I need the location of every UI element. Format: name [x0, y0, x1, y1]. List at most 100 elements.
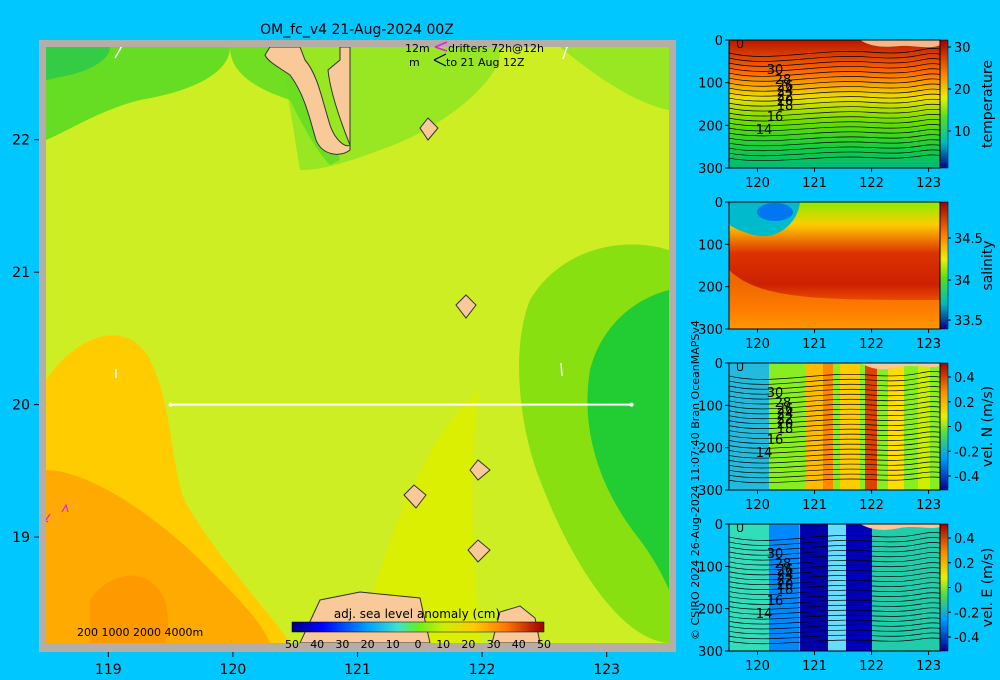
colorbar-ticks: 50 40 30 20 10 0 10 20 30 40 50 — [285, 638, 551, 651]
isotherm-line — [728, 371, 941, 380]
isotherm-line — [728, 476, 941, 484]
isotherm-line — [728, 68, 941, 77]
contour-label: 24 — [777, 568, 794, 583]
sea-level-field — [46, 47, 669, 643]
isotherm-line — [728, 93, 941, 102]
section-x-tick-label: 121 — [802, 337, 827, 352]
section-x-tick-label: 121 — [802, 498, 827, 513]
map-title: OM_fc_v4 21-Aug-2024 00Z — [260, 22, 454, 38]
isotherm-line — [728, 602, 941, 610]
section-y-tick-label: 200 — [698, 281, 723, 296]
transect-end-point — [629, 402, 634, 407]
section-frame — [728, 362, 941, 491]
section-colorbar-label: temperature — [980, 60, 996, 148]
section-y-tick-label: 300 — [698, 162, 723, 177]
isotherm-line — [728, 63, 941, 72]
isotherm-line — [728, 617, 941, 625]
sea-level-colorbar — [291, 621, 545, 633]
contour-label: 28 — [775, 557, 792, 572]
section-y-tick-label: 100 — [698, 238, 723, 253]
isotherm-line — [728, 612, 941, 620]
colorbar-tick-label: 30 — [487, 638, 501, 651]
map-x-tick-label: 122 — [469, 662, 496, 678]
isotherm-line — [728, 426, 941, 434]
isotherm-line — [728, 622, 941, 630]
section-corner-mark: U — [736, 361, 744, 374]
section-y-tick-label: 0 — [715, 196, 723, 211]
isotherm-line — [728, 446, 941, 454]
contour-label: 16 — [767, 433, 784, 448]
vel-e-colorbar — [939, 523, 949, 652]
main-map: OM_fc_v4 21-Aug-2024 00Z 12m m drifters … — [12, 22, 676, 678]
isotherm-line — [728, 416, 941, 425]
colorbar-tick-label: 50 — [285, 638, 299, 651]
map-x-tick-label: 120 — [220, 662, 247, 678]
forecast-arrow-icon — [433, 53, 447, 67]
isotherm-line — [728, 129, 941, 137]
section-frame — [728, 201, 941, 330]
contour-label: 16 — [767, 594, 784, 609]
section-x-tick-label: 120 — [745, 659, 770, 674]
colorbar-tick-label: 40 — [512, 638, 526, 651]
isotherm-line — [728, 381, 941, 390]
section-y-tick-label: 200 — [698, 442, 723, 457]
section-x-tick-label: 120 — [745, 176, 770, 191]
colorbar-tick-label: 20 — [461, 638, 475, 651]
section-colorbar-tick-label: -0.4 — [954, 631, 979, 646]
section-corner-mark: U — [736, 38, 744, 51]
section-colorbar-label: vel. E (m/s) — [980, 548, 996, 628]
section-colorbar-tick-label: -0.2 — [954, 445, 979, 460]
isotherm-line — [728, 98, 941, 107]
section-colorbar-tick-label: 34 — [954, 274, 971, 289]
map-x-axis: 119 120 121 122 123 — [95, 652, 620, 678]
isotherm-line — [728, 537, 941, 546]
isotherm-line — [728, 139, 941, 147]
colorbar-tick-label: 30 — [335, 638, 349, 651]
section-colorbar-tick-label: 30 — [954, 41, 971, 56]
map-y-tick-label: 22 — [12, 133, 30, 149]
contour-label: 22 — [777, 412, 794, 427]
isotherm-line — [728, 557, 941, 566]
isotherm-line — [728, 386, 941, 395]
contour-label: 18 — [777, 583, 794, 598]
salinity-section-panel: 120 121 122 123 0 100 200 300 34.5 34 33.5 salinity — [698, 196, 996, 352]
section-y-tick-label: 300 — [698, 323, 723, 338]
section-y-tick-label: 100 — [698, 399, 723, 414]
map-y-tick-label: 20 — [12, 398, 30, 414]
section-y-tick-label: 300 — [698, 484, 723, 499]
isotherm-line — [728, 134, 941, 142]
contour-label: 18 — [777, 99, 794, 114]
section-colorbar-tick-label: 0.4 — [954, 371, 975, 386]
isotherm-line — [728, 53, 941, 62]
section-y-tick-label: 100 — [698, 560, 723, 575]
contour-label: 26 — [777, 402, 794, 417]
section-colorbar-tick-label: 0 — [954, 582, 962, 597]
isotherm-line — [728, 632, 941, 640]
isotherm-line — [728, 471, 941, 479]
section-colorbar-label: salinity — [980, 240, 996, 290]
section-y-tick-label: 200 — [698, 119, 723, 134]
contour-label: 28 — [775, 396, 792, 411]
contour-label: 14 — [756, 446, 773, 461]
contour-label: 14 — [756, 607, 773, 622]
colorbar-label: adj. sea level anomaly (cm) — [334, 607, 500, 621]
section-colorbar-tick-label: 33.5 — [954, 314, 983, 329]
isotherm-line — [728, 391, 941, 400]
isotherm-line — [728, 411, 941, 420]
isotherm-line — [728, 456, 941, 464]
section-y-tick-label: 100 — [698, 77, 723, 92]
isotherm-line — [728, 597, 941, 605]
salinity-colorbar — [939, 201, 949, 330]
isotherm-line — [728, 436, 941, 444]
isotherm-line — [728, 466, 941, 474]
section-colorbar-label: vel. N (m/s) — [980, 386, 996, 467]
contour-label: 20 — [777, 94, 794, 109]
isotherm-line — [728, 582, 941, 590]
map-x-tick-label: 119 — [95, 662, 122, 678]
contour-label: 22 — [777, 89, 794, 104]
isotherm-line — [728, 637, 941, 645]
contour-label: 20 — [777, 578, 794, 593]
